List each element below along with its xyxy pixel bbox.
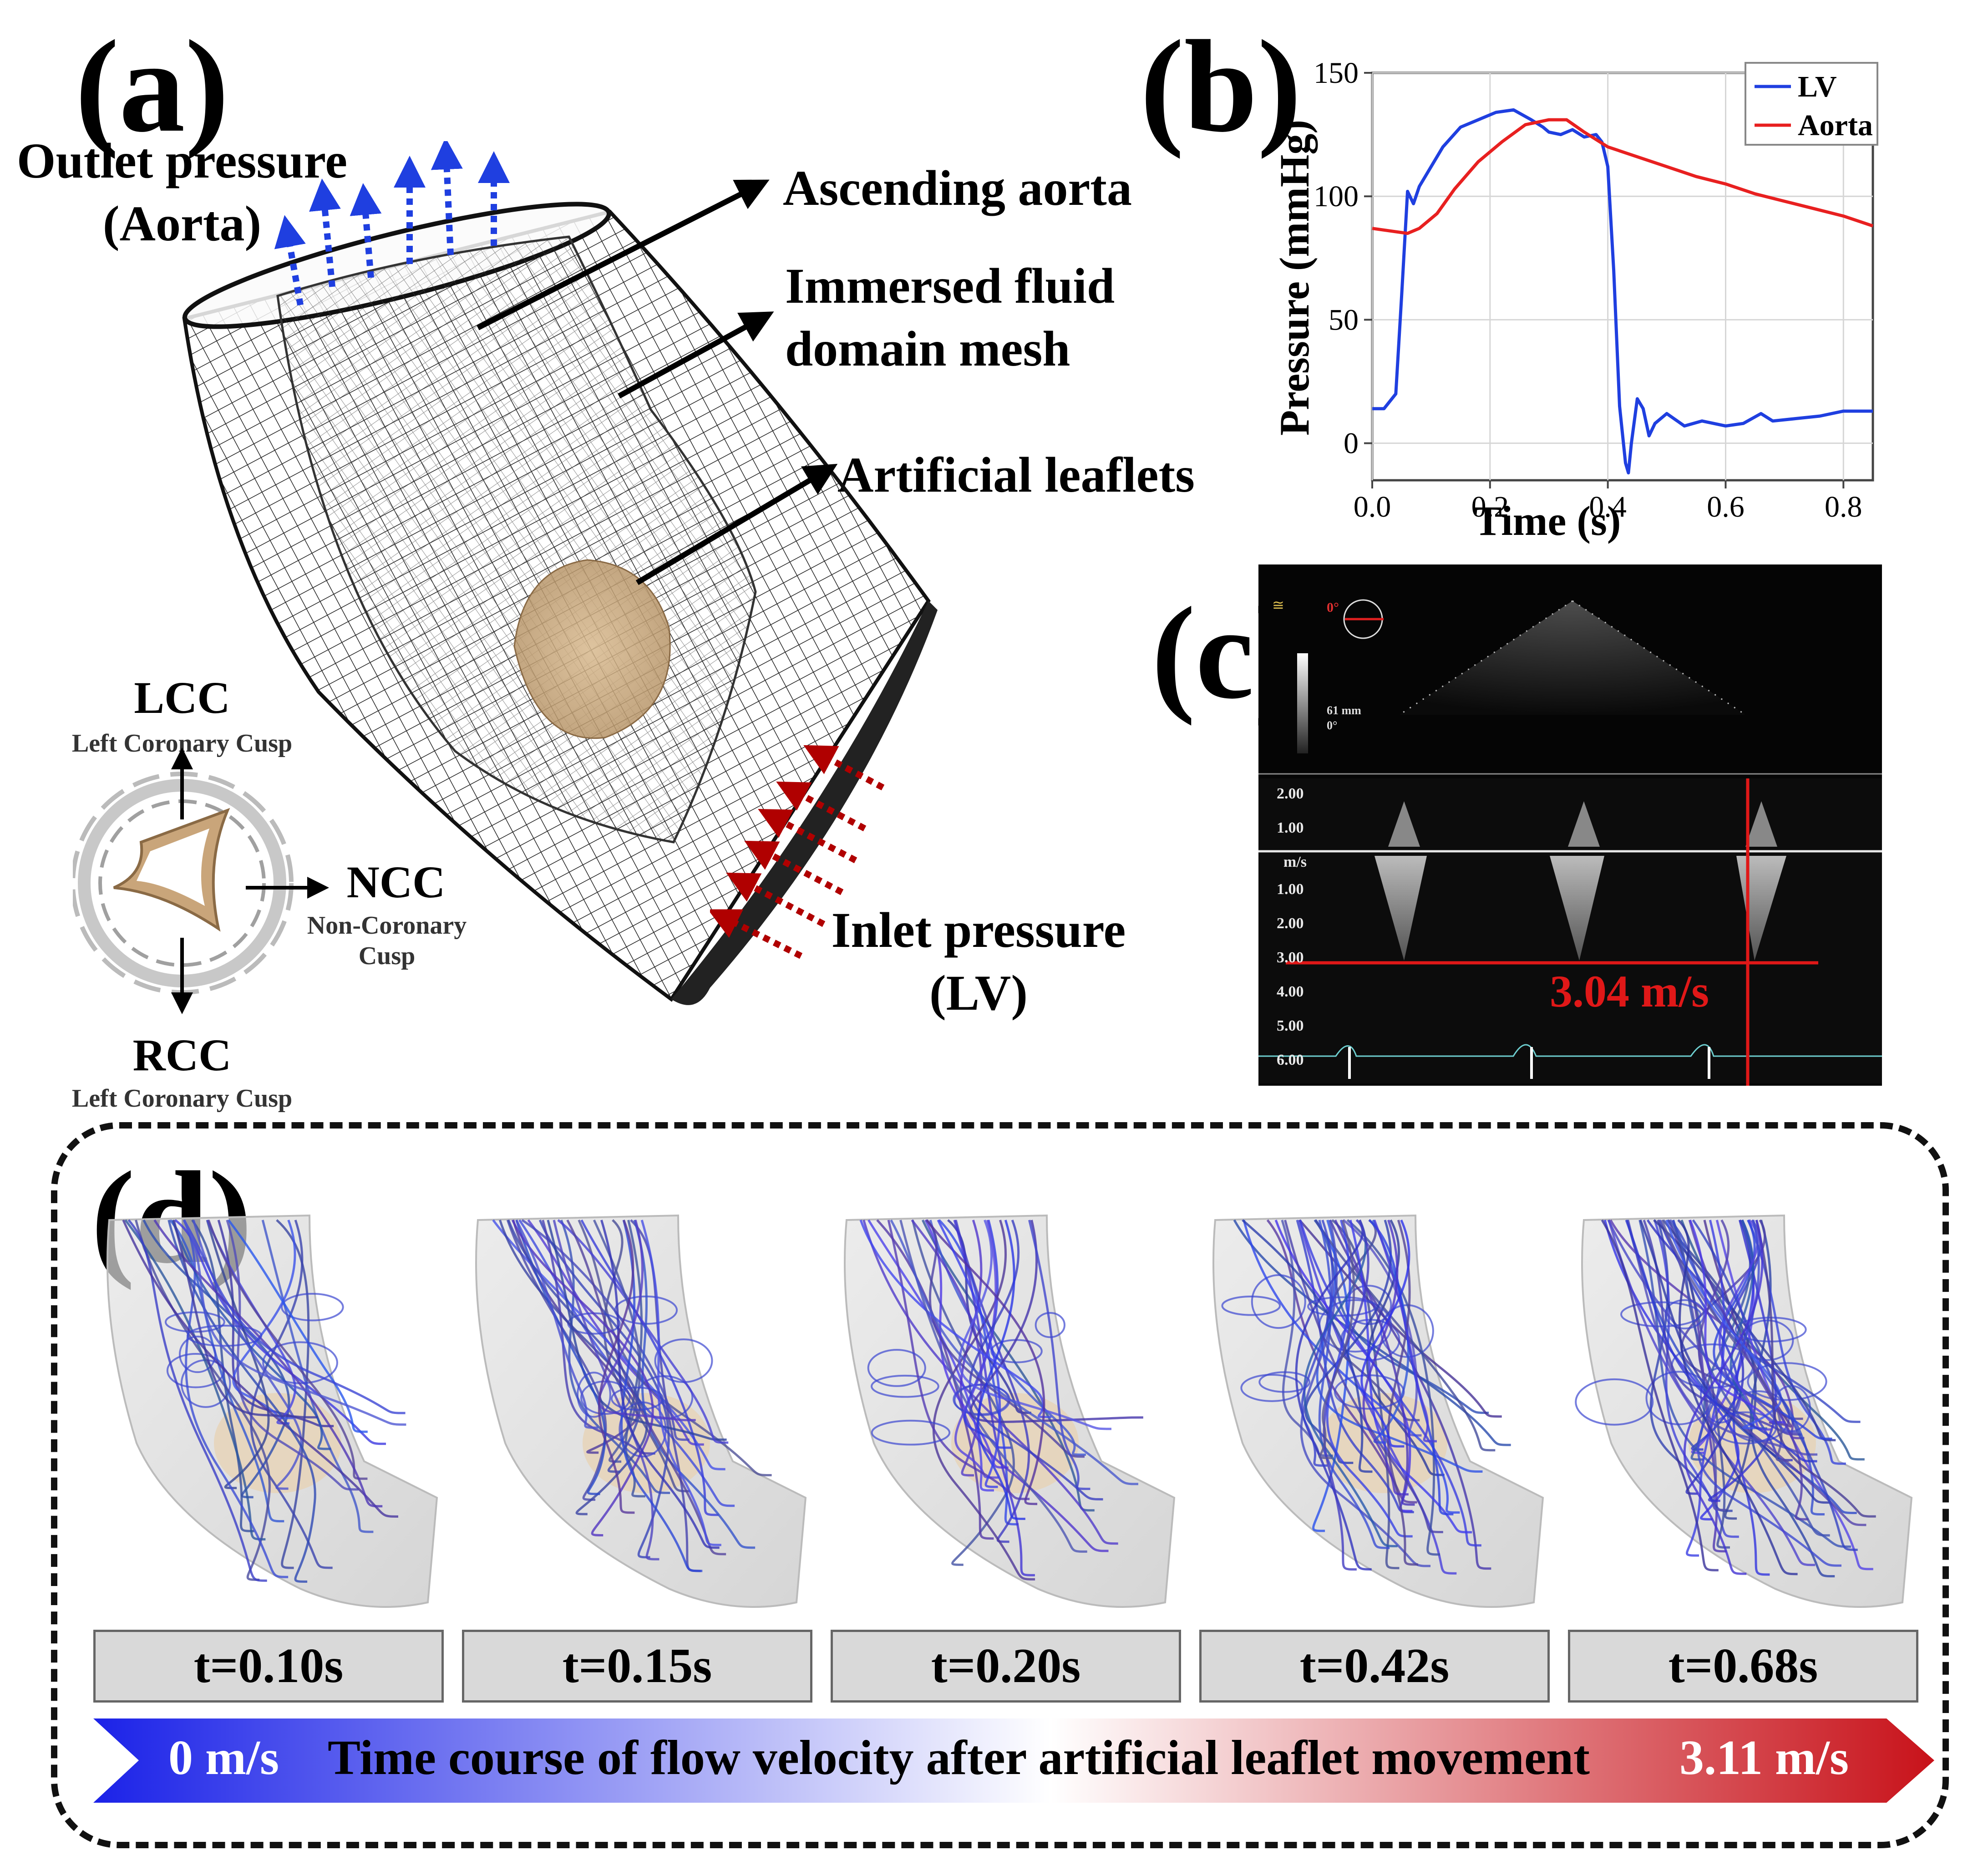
timepoint-box-3: t=0.20s (831, 1630, 1181, 1703)
ncc-full-line2: Cusp (358, 942, 416, 971)
echo-sector (1400, 601, 1745, 715)
panel-b-label: (b) (1140, 13, 1302, 159)
scale-label: m/s (1283, 854, 1307, 870)
immersed-mesh-label: Immersed fluid domain mesh (785, 255, 1115, 380)
scale-label: 2.00 (1277, 785, 1304, 802)
timepoint-box-5: t=0.68s (1568, 1630, 1918, 1703)
x-tick-label: 0.6 (1707, 490, 1745, 524)
valve-cusp-diagram (73, 747, 329, 1014)
streamline-snapshot (1212, 1215, 1544, 1608)
scale-label: 6.00 (1277, 1052, 1304, 1068)
colorbar-min-label: 0 m/s (168, 1731, 279, 1785)
chart-series (1372, 108, 1874, 475)
scale-label: 3.00 (1277, 949, 1304, 966)
panel-d-frame (51, 1122, 1949, 1848)
ascending-aorta-label: Ascending aorta (783, 160, 1132, 216)
inlet-ring (671, 601, 938, 1005)
streamline-snapshots (107, 1215, 1912, 1608)
chart-legend: LV Aorta (1745, 62, 1878, 146)
y-tick-label: 0 (1344, 427, 1359, 460)
depth-line2: 0° (1327, 718, 1338, 732)
series-line-aorta (1372, 118, 1874, 235)
x-axis-title: Time (s) (1474, 498, 1621, 544)
artificial-leaflets-shape (513, 559, 671, 739)
scale-label: 1.00 (1277, 819, 1304, 836)
scale-label: 4.00 (1277, 983, 1304, 1000)
streamline-snapshot (107, 1215, 438, 1608)
y-axis-title: Pressure (mmHg) (1271, 120, 1318, 436)
depth-line1: 61 mm (1327, 704, 1361, 717)
ncc-full-line1: Non-Coronary (307, 911, 467, 940)
scale-label: 1.00 (1277, 881, 1304, 898)
streamline-snapshot (1575, 1215, 1912, 1608)
y-tick-label: 100 (1314, 180, 1359, 213)
rcc-full-label: Left Coronary Cusp (71, 1084, 293, 1113)
outlet-flow-arrows (274, 141, 510, 306)
x-tick-label: 0.0 (1354, 490, 1391, 524)
valve-orifice (137, 829, 209, 906)
leaflets-pointer (635, 463, 838, 585)
inlet-flow-arrows (710, 745, 885, 959)
inlet-pressure-label: Inlet pressure (LV) (801, 899, 1156, 1024)
immersed-line2: domain mesh (785, 320, 1070, 376)
ascending-aorta-pointer (477, 179, 770, 330)
colorbar-max-label: 3.11 m/s (1679, 1731, 1849, 1785)
echo-graphics: ≅ (1258, 597, 1882, 1086)
panel-a-label: (a) (75, 13, 229, 159)
scale-label: 5.00 (1277, 1017, 1304, 1034)
artificial-leaflets-label: Artificial leaflets (837, 447, 1195, 503)
ncc-full-label: Non-Coronary Cusp (282, 910, 492, 971)
outlet-line1: Outlet pressure (16, 133, 348, 188)
ncc-label: NCC (346, 857, 446, 907)
streamline-snapshot (844, 1215, 1175, 1608)
legend-label-aorta: Aorta (1798, 109, 1873, 142)
x-tick-label: 0.2 (1471, 490, 1509, 524)
legend-label-lv: LV (1798, 70, 1837, 103)
y-tick-label: 150 (1314, 56, 1359, 90)
probe-angle: 0° (1327, 600, 1339, 615)
timepoint-box-1: t=0.10s (93, 1630, 444, 1703)
rcc-label: RCC (132, 1030, 232, 1080)
immersed-mesh-pointer (618, 311, 774, 399)
pressure-chart: 0.0 0.2 0.4 0.6 0.8 0 50 100 150 Time (s) Pressu… (1271, 56, 1878, 544)
depth-readout: 61 mm 0° (1327, 703, 1361, 733)
inlet-line2: (LV) (929, 965, 1028, 1021)
timepoint-box-4: t=0.42s (1199, 1630, 1550, 1703)
outlet-pressure-label: Outlet pressure (Aorta) (9, 130, 355, 255)
lcc-label: LCC (134, 672, 230, 723)
scale-label: 2.00 (1277, 915, 1304, 932)
chart-ticks: 0.0 0.2 0.4 0.6 0.8 0 50 100 150 (1314, 56, 1862, 524)
immersed-line1: Immersed fluid (785, 258, 1115, 314)
timepoint-box-2: t=0.15s (462, 1630, 812, 1703)
x-tick-label: 0.4 (1589, 490, 1627, 524)
colorbar-arrow-shape (93, 1718, 1934, 1803)
echo-doppler-image: ≅ 0° 61 mm 0° 2.00 1.00 m/s 1.00 2.00 3.00 4.0… (1258, 564, 1882, 1086)
x-tick-label: 0.8 (1825, 490, 1862, 524)
inlet-line1: Inlet pressure (831, 902, 1126, 958)
streamline-snapshot (475, 1215, 806, 1608)
aorta-mesh-illustration (182, 179, 938, 1005)
colorbar-title: Time course of flow velocity after artif… (328, 1731, 1590, 1785)
svg-text:≅: ≅ (1272, 597, 1284, 613)
outlet-line2: (Aorta) (102, 195, 262, 251)
velocity-colorbar (93, 1718, 1934, 1803)
y-tick-label: 50 (1329, 303, 1359, 336)
series-line-lv (1372, 108, 1873, 475)
peak-velocity-label: 3.04 m/s (1550, 966, 1709, 1017)
